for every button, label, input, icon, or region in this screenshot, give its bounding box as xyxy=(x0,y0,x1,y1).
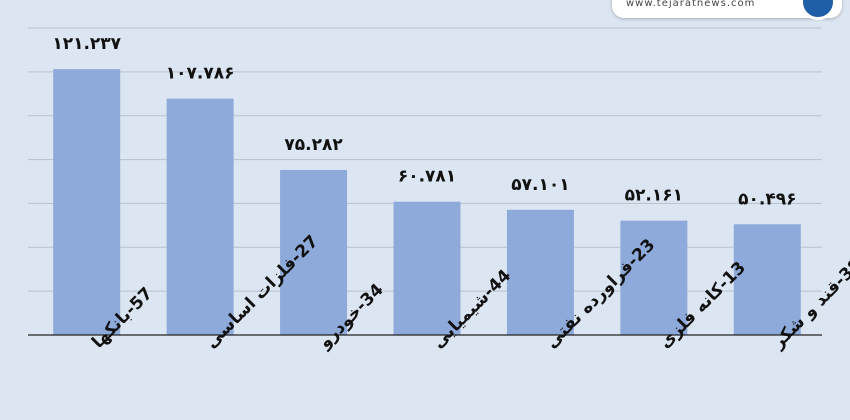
bars xyxy=(53,69,801,335)
bar xyxy=(393,201,461,335)
data-label: ۱۰۷.۷۸۶ xyxy=(166,64,235,84)
bar xyxy=(506,209,574,335)
watermark-url: www.tejaratnews.com xyxy=(626,0,756,9)
bar xyxy=(53,69,121,335)
data-label: ۶۰.۷۸۱ xyxy=(398,167,456,187)
bar xyxy=(166,98,234,335)
data-label: ۵۷.۱۰۱ xyxy=(511,175,569,195)
bar xyxy=(280,169,348,335)
data-label: ۱۲۱.۲۳۷ xyxy=(52,34,121,54)
data-label: ۵۰.۴۹۶ xyxy=(738,189,796,209)
bar xyxy=(620,220,688,335)
data-labels: ۱۲۱.۲۳۷ ۱۰۷.۷۸۶ ۷۵.۲۸۲ ۶۰.۷۸۱ ۵۷.۱۰۱ ۵۲.۱۶۱ ۵۰… xyxy=(52,34,796,209)
data-label: ۵۲.۱۶۱ xyxy=(625,186,683,206)
site-watermark: www.tejaratnews.com xyxy=(612,0,842,20)
brand-logo-icon xyxy=(800,0,836,20)
bar xyxy=(733,224,801,335)
data-label: ۷۵.۲۸۲ xyxy=(284,135,343,155)
